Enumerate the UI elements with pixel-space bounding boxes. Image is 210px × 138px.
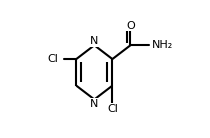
- Text: N: N: [90, 36, 98, 46]
- Text: Cl: Cl: [107, 104, 118, 114]
- Text: O: O: [126, 21, 135, 31]
- Text: Cl: Cl: [47, 54, 58, 64]
- Text: NH₂: NH₂: [152, 40, 173, 50]
- Text: N: N: [90, 99, 98, 109]
